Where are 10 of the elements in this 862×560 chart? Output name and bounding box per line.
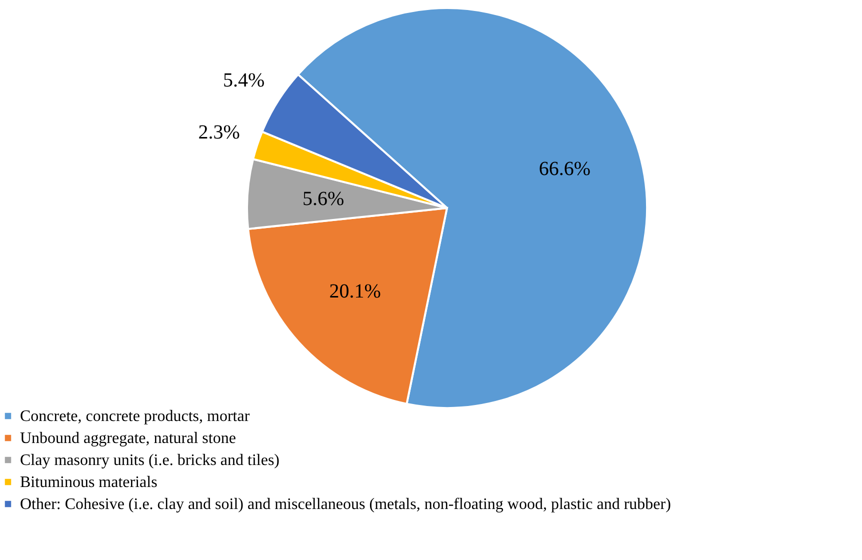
legend-label: Bituminous materials — [20, 474, 158, 491]
legend-label: Unbound aggregate, natural stone — [20, 430, 236, 447]
legend-label: Clay masonry units (i.e. bricks and tiles) — [20, 452, 280, 469]
data-label: 66.6% — [538, 158, 591, 180]
legend-label: Other: Cohesive (i.e. clay and soil) and miscellaneous (metals, non-floating wood, plastic and rubber) — [20, 496, 671, 513]
data-label: 2.3% — [198, 122, 240, 144]
data-label: 5.4% — [222, 69, 265, 92]
legend-label: Concrete, concrete products, mortar — [20, 408, 250, 425]
data-label: 20.1% — [329, 280, 381, 302]
data-label: 5.6% — [302, 188, 344, 210]
